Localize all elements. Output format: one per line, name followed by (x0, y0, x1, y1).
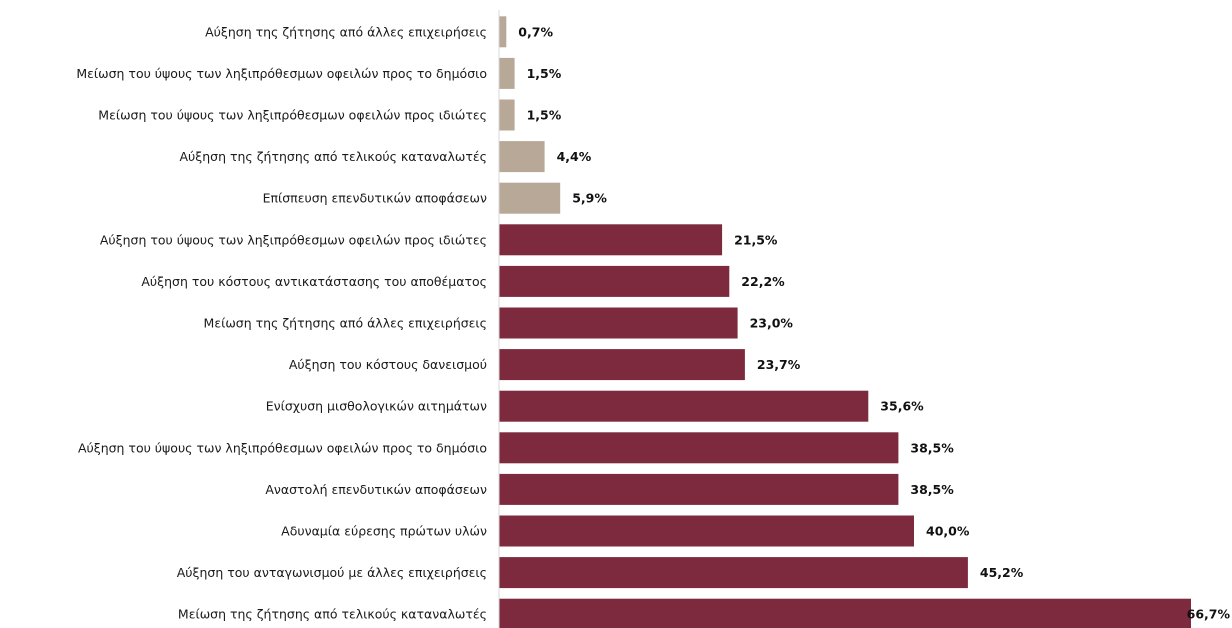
bar-9 (499, 349, 745, 381)
bar-2 (499, 57, 515, 89)
category-label-11: Αύξηση του ύψους των ληξιπρόθεσμων οφειλ… (78, 440, 487, 455)
value-label-6: 21,5% (734, 232, 778, 247)
value-label-10: 35,6% (880, 399, 924, 414)
value-label-12: 38,5% (910, 482, 954, 497)
value-label-1: 0,7% (518, 24, 553, 39)
category-label-5: Επίσπευση επενδυτικών αποφάσεων (263, 191, 487, 206)
value-label-5: 5,9% (572, 191, 607, 206)
category-label-1: Αύξηση της ζήτησης από άλλες επιχειρήσει… (205, 24, 487, 39)
bar-6 (499, 224, 723, 256)
category-label-13: Αδυναμία εύρεσης πρώτων υλών (281, 524, 487, 539)
value-labels-group: 0,7% 1,5% 1,5% 4,4% 5,9% 21,5% 22,2% 23,0% 23,7%… (518, 24, 1230, 621)
category-label-14: Αύξηση του ανταγωνισμού με άλλες επιχειρ… (177, 565, 487, 580)
bar-5 (499, 182, 561, 214)
bar-13 (499, 515, 914, 547)
value-label-3: 1,5% (527, 108, 562, 123)
category-label-12: Αναστολή επενδυτικών αποφάσεων (265, 482, 487, 497)
bars-group (499, 16, 1191, 628)
category-label-3: Μείωση του ύψους των ληξιπρόθεσμων οφειλ… (98, 108, 487, 123)
category-label-6: Αύξηση του ύψους των ληξιπρόθεσμων οφειλ… (100, 232, 487, 247)
category-label-4: Αύξηση της ζήτησης από τελικούς καταναλω… (179, 149, 487, 164)
value-label-2: 1,5% (527, 66, 562, 81)
value-label-7: 22,2% (741, 274, 785, 289)
value-label-14: 45,2% (980, 565, 1024, 580)
bar-7 (499, 265, 730, 297)
category-label-10: Ενίσχυση μισθολογικών αιτημάτων (266, 399, 487, 414)
bar-4 (499, 141, 545, 173)
category-label-7: Αύξηση του κόστους αντικατάστασης του απ… (141, 274, 487, 289)
value-label-13: 40,0% (926, 524, 970, 539)
bar-10 (499, 390, 869, 422)
category-labels-group: Αύξηση της ζήτησης από άλλες επιχειρήσει… (76, 24, 487, 621)
category-label-15: Μείωση της ζήτησης από τελικούς καταναλω… (178, 607, 487, 622)
bar-15 (499, 598, 1191, 628)
bar-14 (499, 557, 968, 589)
bar-8 (499, 307, 738, 339)
value-label-9: 23,7% (757, 357, 801, 372)
category-label-2: Μείωση του ύψους των ληξιπρόθεσμων οφειλ… (76, 66, 487, 81)
value-label-15: 66,7% (1187, 607, 1231, 622)
bar-12 (499, 473, 899, 505)
value-label-8: 23,0% (750, 316, 794, 331)
value-label-11: 38,5% (910, 440, 954, 455)
value-label-4: 4,4% (557, 149, 592, 164)
category-label-9: Αύξηση του κόστους δανεισμού (289, 357, 487, 372)
category-label-8: Μείωση της ζήτησης από άλλες επιχειρήσει… (204, 316, 487, 331)
bar-11 (499, 432, 899, 464)
bar-1 (499, 16, 507, 48)
bar-3 (499, 99, 515, 131)
